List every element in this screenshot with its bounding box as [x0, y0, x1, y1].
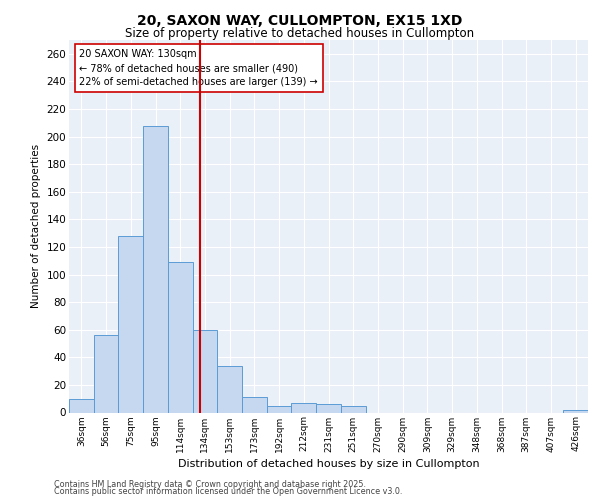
- X-axis label: Distribution of detached houses by size in Cullompton: Distribution of detached houses by size …: [178, 458, 479, 468]
- Bar: [267, 406, 292, 412]
- Y-axis label: Number of detached properties: Number of detached properties: [31, 144, 41, 308]
- Bar: [118, 236, 143, 412]
- Text: Contains public sector information licensed under the Open Government Licence v3: Contains public sector information licen…: [54, 487, 403, 496]
- Text: Size of property relative to detached houses in Cullompton: Size of property relative to detached ho…: [125, 28, 475, 40]
- Bar: [217, 366, 242, 412]
- Bar: [69, 398, 94, 412]
- Bar: [242, 398, 267, 412]
- Bar: [292, 403, 316, 412]
- Text: Contains HM Land Registry data © Crown copyright and database right 2025.: Contains HM Land Registry data © Crown c…: [54, 480, 366, 489]
- Bar: [563, 410, 588, 412]
- Bar: [94, 335, 118, 412]
- Bar: [168, 262, 193, 412]
- Text: 20, SAXON WAY, CULLOMPTON, EX15 1XD: 20, SAXON WAY, CULLOMPTON, EX15 1XD: [137, 14, 463, 28]
- Bar: [143, 126, 168, 412]
- Bar: [341, 406, 365, 412]
- Text: 20 SAXON WAY: 130sqm
← 78% of detached houses are smaller (490)
22% of semi-deta: 20 SAXON WAY: 130sqm ← 78% of detached h…: [79, 50, 318, 88]
- Bar: [193, 330, 217, 412]
- Bar: [316, 404, 341, 412]
